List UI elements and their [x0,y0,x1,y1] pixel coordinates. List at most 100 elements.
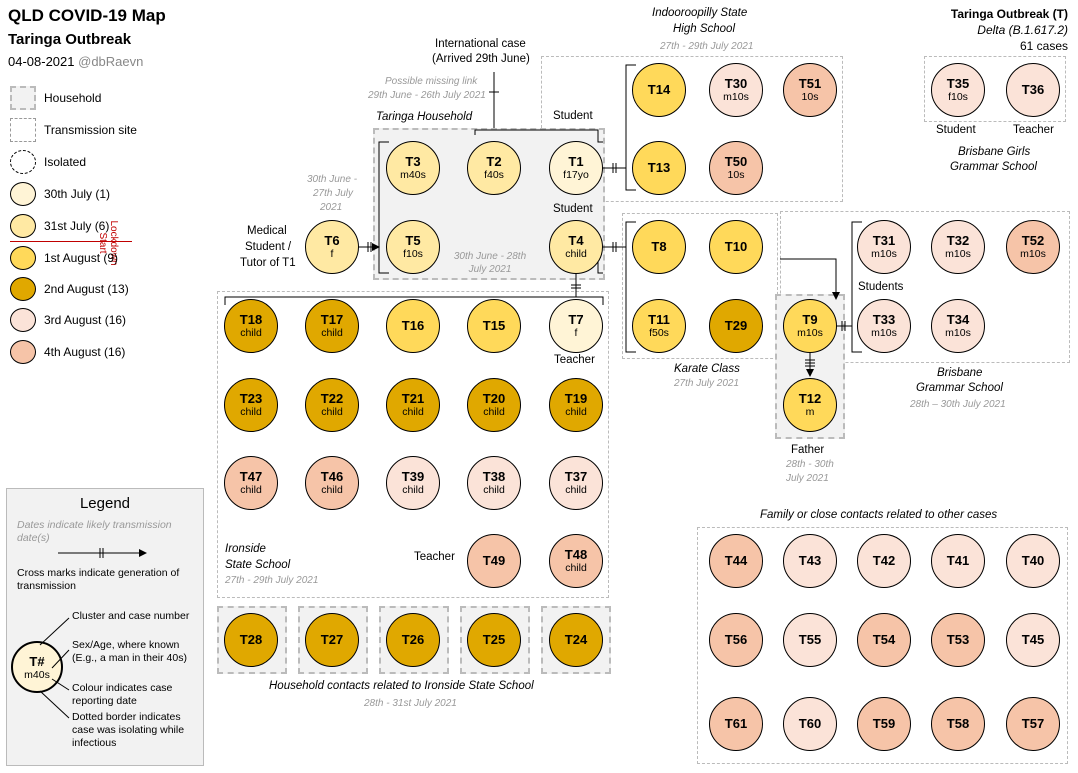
case-id: T41 [946,553,970,569]
case-detail: child [240,406,262,419]
case-id: T18 [239,311,263,327]
case-detail: child [565,484,587,497]
case-node-t28: T28 [224,613,278,667]
indoo-label-2: High School [673,23,736,35]
case-detail: m [805,406,815,419]
case-id: T15 [482,318,506,334]
case-node-t34: T34 m10s [931,299,985,353]
case-detail: child [240,484,262,497]
missing-link-dates: 29th June - 26th July 2021 [368,90,486,101]
key-aug4: 4th August (16) [44,345,126,359]
father-dates-1: 28th - 30th [786,459,834,470]
case-id: T61 [724,716,748,732]
t35-student-label: Student [936,124,976,136]
case-detail: child [483,484,505,497]
t6-dates-3: 2021 [320,202,343,213]
case-id: T20 [482,390,506,406]
case-id: T33 [872,311,896,327]
transmission-site-swatch [10,118,36,142]
intl-case-label: International case [435,38,526,50]
case-id: T37 [564,468,588,484]
case-id: T38 [482,468,506,484]
case-node-t35: T35 f10s [931,63,985,117]
case-node-t29: T29 [709,299,763,353]
legend-example-id: T# [29,653,45,669]
case-node-t38: T38 child [467,456,521,510]
case-detail: child [565,406,587,419]
case-node-t47: T47 child [224,456,278,510]
household-swatch [10,86,36,110]
case-id: T1 [568,153,584,169]
t6-label-2: Student / [245,241,292,253]
karate-label: Karate Class [674,363,740,375]
case-node-t41: T41 [931,534,985,588]
outbreak-info: Taringa Outbreak (T) Delta (B.1.617.2) 6… [951,6,1068,54]
legend-cross-marks: Cross marks indicate generation of trans… [17,567,180,592]
case-detail: m10s [871,327,897,340]
case-node-t4: T4 child [549,220,603,274]
outbreak-cases: 61 cases [1019,39,1068,53]
case-id: T59 [872,716,896,732]
case-node-t37: T37 child [549,456,603,510]
hh-ironside-label: Household contacts related to Ironside S… [269,680,534,692]
case-node-t24: T24 [549,613,603,667]
t6-dates-2: 27th July [313,188,354,199]
ironside-label-1: Ironside [225,543,266,555]
indoo-dates: 27th - 29th July 2021 [660,41,754,52]
case-id: T32 [946,232,970,248]
case-id: T7 [568,311,584,327]
case-node-t26: T26 [386,613,440,667]
case-node-t59: T59 [857,697,911,751]
case-id: T52 [1021,232,1045,248]
case-node-t11: T11 f50s [632,299,686,353]
family-label: Family or close contacts related to othe… [760,509,998,521]
case-id: T30 [724,75,748,91]
case-detail: child [565,248,587,261]
case-node-t3: T3 m40s [386,141,440,195]
case-node-t58: T58 [931,697,985,751]
case-node-t22: T22 child [305,378,359,432]
case-id: T22 [320,390,344,406]
bgs-zone [780,211,1070,363]
t6-dates-1: 30th June - [307,174,358,185]
case-id: T43 [798,553,822,569]
karate-zone [622,213,778,359]
case-node-t32: T32 m10s [931,220,985,274]
case-id: T26 [401,632,425,648]
case-id: T39 [401,468,425,484]
case-node-t49: T49 [467,534,521,588]
map-date: 04-08-2021 [8,54,75,69]
case-node-t23: T23 child [224,378,278,432]
case-node-t10: T10 [709,220,763,274]
case-detail: m40s [400,169,426,182]
case-id: T53 [946,632,970,648]
case-id: T40 [1021,553,1045,569]
key-transmission-site: Transmission site [44,123,137,137]
jul30-swatch [10,182,36,206]
case-node-t30: T30 m10s [709,63,763,117]
case-detail: f [574,327,578,340]
case-id: T13 [647,160,671,176]
case-id: T3 [405,153,421,169]
aug2-swatch [10,277,36,301]
case-id: T16 [401,318,425,334]
bggs-label-1: Brisbane Girls [958,146,1031,158]
case-node-t39: T39 child [386,456,440,510]
author-handle: @dbRaevn [78,54,144,69]
case-id: T60 [798,716,822,732]
case-id: T14 [647,82,671,98]
case-node-t31: T31 m10s [857,220,911,274]
case-detail: 10s [727,169,745,182]
case-id: T29 [724,318,748,334]
case-node-t61: T61 [709,697,763,751]
case-node-t9: T9 m10s [783,299,837,353]
t6-label-1: Medical [247,225,287,237]
key-jul30: 30th July (1) [44,187,111,201]
key-household: Household [44,91,102,105]
aug3-swatch [10,308,36,332]
case-node-t45: T45 [1006,613,1060,667]
case-node-t54: T54 [857,613,911,667]
case-id: T9 [802,311,818,327]
case-id: T8 [651,239,667,255]
case-id: T57 [1021,716,1045,732]
